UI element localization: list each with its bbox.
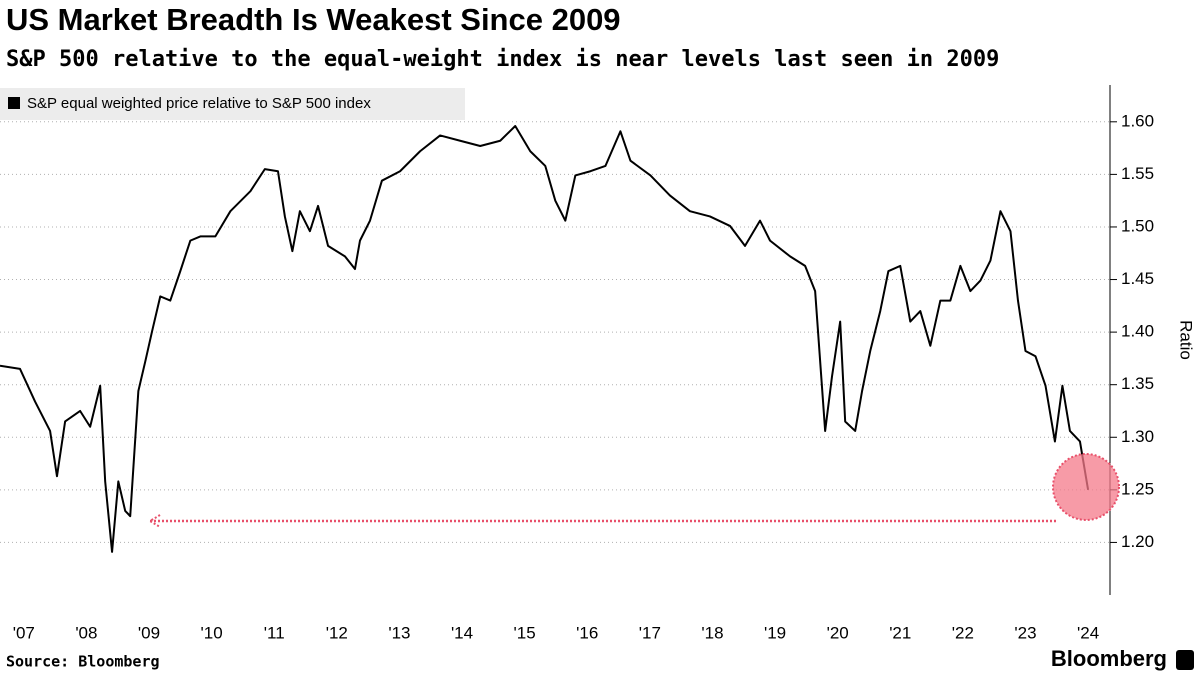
- brand: Bloomberg: [1051, 646, 1167, 671]
- y-tick-label: 1.25: [1121, 479, 1154, 498]
- y-tick-label: 1.55: [1121, 164, 1154, 183]
- x-tick-label: '13: [388, 623, 410, 642]
- x-tick-label: '20: [827, 623, 849, 642]
- x-tick-label: '11: [264, 623, 285, 642]
- brand-icon: [1176, 650, 1194, 670]
- y-tick-label: 1.60: [1121, 111, 1154, 130]
- x-tick-label: '16: [576, 623, 598, 642]
- legend: S&P equal weighted price relative to S&P…: [0, 88, 465, 120]
- y-tick-label: 1.30: [1121, 427, 1154, 446]
- annotation-circle: [1052, 453, 1120, 521]
- source: Source: Bloomberg: [6, 653, 160, 671]
- chart-title: US Market Breadth Is Weakest Since 2009: [6, 2, 621, 37]
- x-tick-label: '08: [75, 623, 97, 642]
- x-tick-label: '21: [889, 623, 911, 642]
- plot: [0, 125, 1090, 553]
- legend-swatch: [8, 97, 20, 109]
- x-tick-label: '14: [451, 623, 473, 642]
- x-tick-label: '15: [514, 623, 536, 642]
- x-tick-label: '22: [952, 623, 974, 642]
- y-tick-label: 1.20: [1121, 532, 1154, 551]
- y-tick-label: 1.40: [1121, 322, 1154, 341]
- y-tick-label: 1.50: [1121, 216, 1154, 235]
- grid: 1.20 1.25 1.30 1.35 1.40 1.45 1.50 1.55 1.60 '07 '…: [0, 85, 1154, 642]
- x-tick-label: '12: [326, 623, 348, 642]
- legend-background: [0, 88, 465, 120]
- x-tick-label: '18: [701, 623, 723, 642]
- y-tick-label: 1.45: [1121, 269, 1154, 288]
- y-tick-label: 1.35: [1121, 374, 1154, 393]
- chart-subtitle: S&P 500 relative to the equal-weight ind…: [6, 47, 999, 72]
- series-line: [0, 125, 1090, 553]
- x-tick-label: '09: [138, 623, 160, 642]
- x-tick-label: '23: [1014, 623, 1036, 642]
- y-axis-label: Ratio: [1177, 320, 1196, 360]
- x-tick-label: '19: [764, 623, 786, 642]
- x-tick-label: '07: [13, 623, 35, 642]
- x-tick-label: '10: [201, 623, 223, 642]
- x-tick-label: '17: [639, 623, 661, 642]
- legend-label: S&P equal weighted price relative to S&P…: [27, 95, 371, 112]
- x-tick-label: '24: [1077, 623, 1099, 642]
